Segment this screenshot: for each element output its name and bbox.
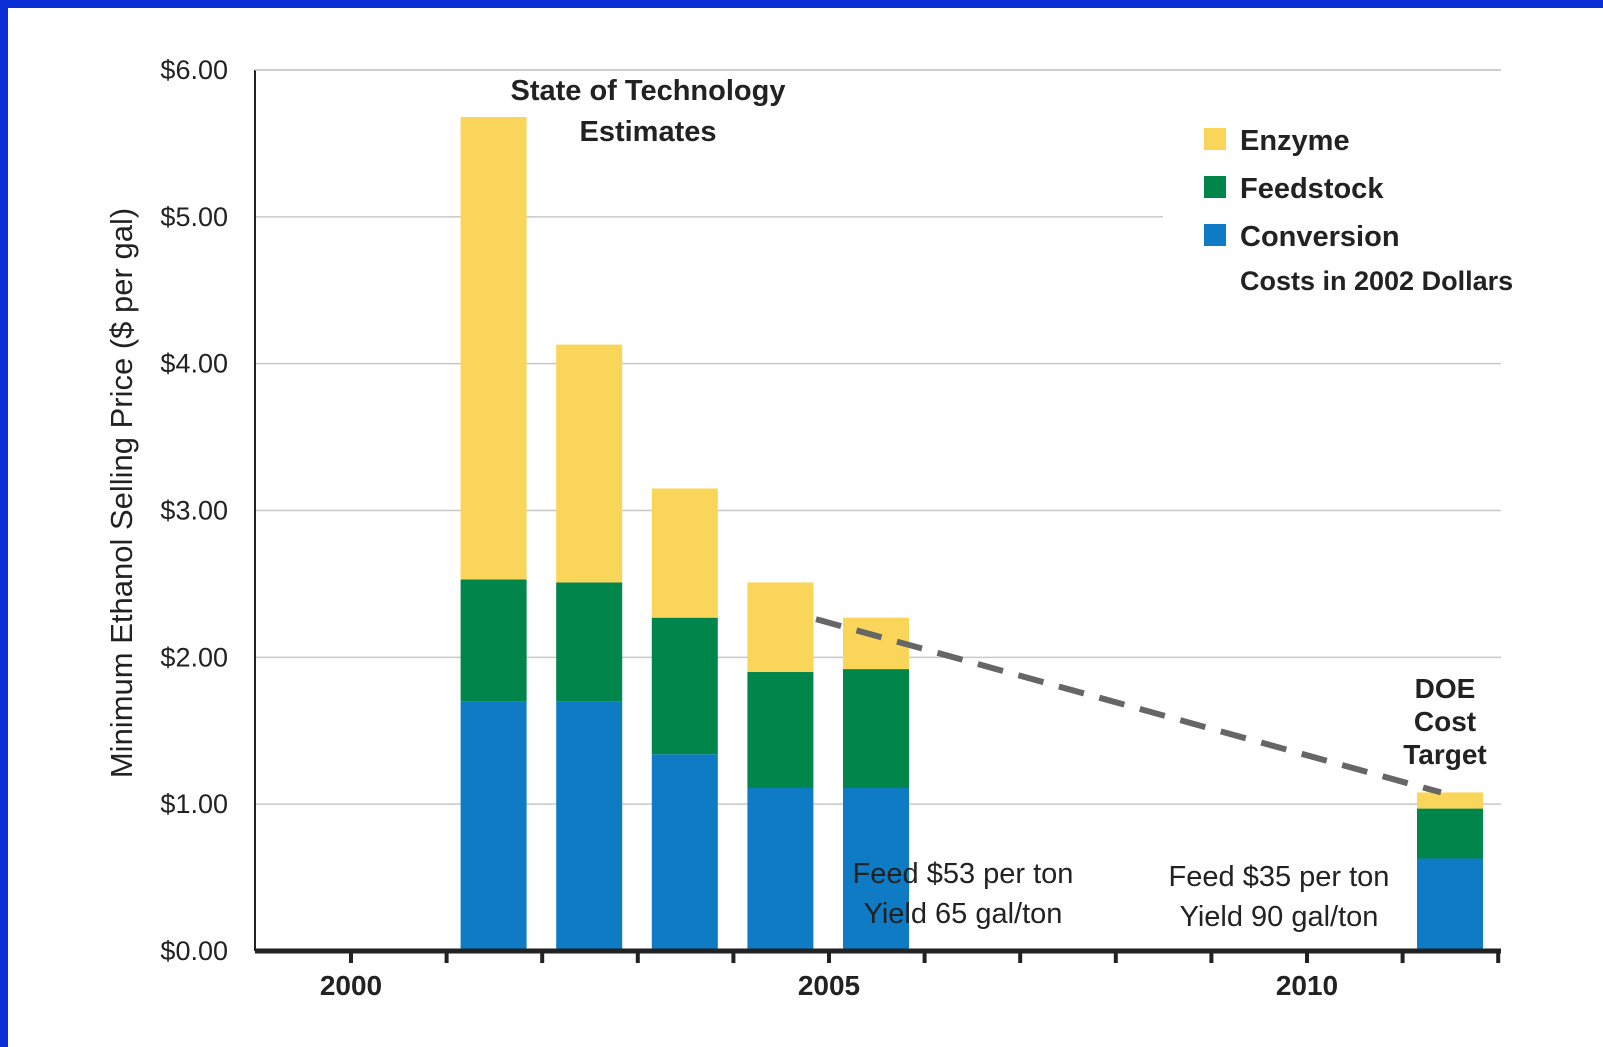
bar-feedstock-2002 <box>556 582 623 702</box>
bar-enzyme-2001 <box>460 116 527 580</box>
chart-title-line-1: State of Technology <box>511 75 786 107</box>
feed-2012-line-2: Yield 90 gal/ton <box>1180 901 1379 933</box>
trend-line-dashed <box>815 616 1442 796</box>
bar-feedstock-2005 <box>843 669 909 789</box>
feed-2012-line-1: Feed $35 per ton <box>1169 861 1390 893</box>
legend-note: Costs in 2002 Dollars <box>1240 266 1513 296</box>
doe-target-line-3: Target <box>1403 739 1487 770</box>
doe-target-line-1: DOE <box>1415 673 1476 704</box>
y-tick-label: $2.00 <box>160 642 228 672</box>
legend: Enzyme Feedstock Conversion Costs in 2002 D… <box>1204 125 1513 296</box>
x-tick-label: 2005 <box>798 970 860 1001</box>
bars <box>460 116 1483 951</box>
x-tick-label: 2010 <box>1276 970 1338 1001</box>
y-tick-label: $3.00 <box>160 496 228 526</box>
bar-feedstock-2001 <box>460 579 527 702</box>
bar-conversion-2004 <box>747 788 814 951</box>
legend-swatch-enzyme <box>1204 128 1226 150</box>
axes <box>254 69 1501 963</box>
bar-conversion-2003 <box>651 754 718 951</box>
bar-enzyme-2002 <box>556 344 623 583</box>
legend-label-enzyme: Enzyme <box>1240 125 1350 157</box>
y-tick-label: $6.00 <box>160 55 228 85</box>
bar-conversion-2005 <box>843 788 909 951</box>
bar-enzyme-2012 <box>1417 792 1483 809</box>
bar-conversion-2012 <box>1417 858 1483 951</box>
y-tick-label: $1.00 <box>160 789 228 819</box>
legend-swatch-feedstock <box>1204 176 1226 198</box>
y-tick-labels: $0.00 $1.00 $2.00 $3.00 $4.00 $5.00 $6.00 <box>160 55 228 966</box>
y-axis-label: Minimum Ethanol Selling Price ($ per gal… <box>104 208 139 778</box>
bar-conversion-2002 <box>556 701 623 951</box>
bar-feedstock-2004 <box>747 672 814 789</box>
bar-enzyme-2004 <box>747 582 814 673</box>
y-tick-label: $5.00 <box>160 202 228 232</box>
bar-feedstock-2012 <box>1417 808 1483 859</box>
legend-swatch-conversion <box>1204 224 1226 246</box>
feed-2005-line-2: Yield 65 gal/ton <box>864 898 1063 930</box>
doe-target-line-2: Cost <box>1414 706 1476 737</box>
legend-label-feedstock: Feedstock <box>1240 173 1384 205</box>
chart-panel: $0.00 $1.00 $2.00 $3.00 $4.00 $5.00 $6.00 2000… <box>8 8 1603 1047</box>
chart-svg: $0.00 $1.00 $2.00 $3.00 $4.00 $5.00 $6.00 2000… <box>104 55 1513 1001</box>
x-tick-labels: 2000 2005 2010 <box>320 970 1338 1001</box>
bar-conversion-2001 <box>460 701 527 951</box>
x-tick-label: 2000 <box>320 970 382 1001</box>
legend-label-conversion: Conversion <box>1240 221 1400 253</box>
y-tick-label: $0.00 <box>160 936 228 966</box>
feed-2005-line-1: Feed $53 per ton <box>853 858 1074 890</box>
bar-enzyme-2003 <box>651 488 718 618</box>
bar-feedstock-2003 <box>651 617 718 755</box>
chart-title-line-2: Estimates <box>579 116 716 148</box>
trend-line <box>815 616 1442 796</box>
y-tick-label: $4.00 <box>160 349 228 379</box>
